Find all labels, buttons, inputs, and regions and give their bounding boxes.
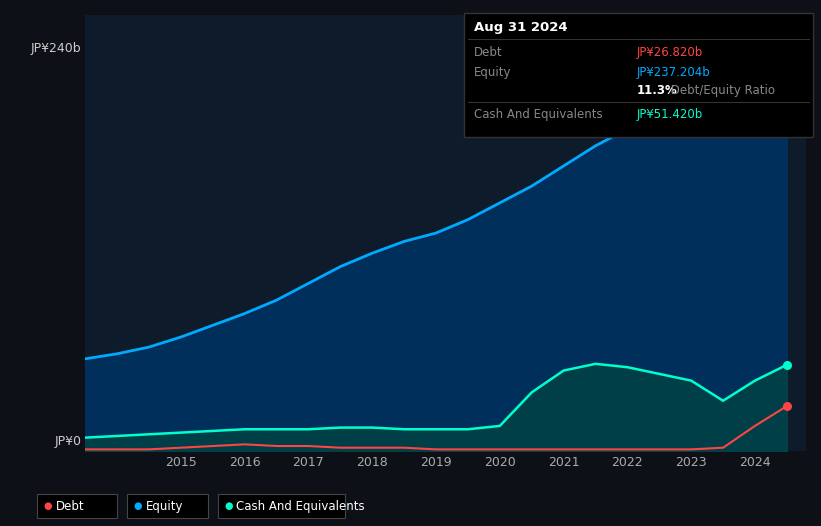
Point: [780, 361, 793, 369]
Text: JP¥51.420b: JP¥51.420b: [636, 108, 703, 121]
Text: JP¥240b: JP¥240b: [31, 42, 81, 55]
Text: JP¥0: JP¥0: [55, 434, 81, 448]
Text: Aug 31 2024: Aug 31 2024: [474, 22, 567, 34]
Point: [780, 49, 793, 58]
Text: JP¥237.204b: JP¥237.204b: [636, 66, 710, 79]
Text: ●: ●: [224, 501, 232, 511]
Text: JP¥26.820b: JP¥26.820b: [636, 46, 703, 59]
Text: 11.3%: 11.3%: [636, 85, 677, 97]
Text: Debt: Debt: [56, 500, 85, 512]
Text: Cash And Equivalents: Cash And Equivalents: [236, 500, 365, 512]
Text: Debt: Debt: [474, 46, 502, 59]
Text: Debt/Equity Ratio: Debt/Equity Ratio: [667, 85, 776, 97]
Point: [780, 402, 793, 410]
Text: ●: ●: [134, 501, 142, 511]
Text: Equity: Equity: [146, 500, 184, 512]
Text: ●: ●: [44, 501, 52, 511]
Text: Equity: Equity: [474, 66, 511, 79]
Text: Cash And Equivalents: Cash And Equivalents: [474, 108, 603, 121]
